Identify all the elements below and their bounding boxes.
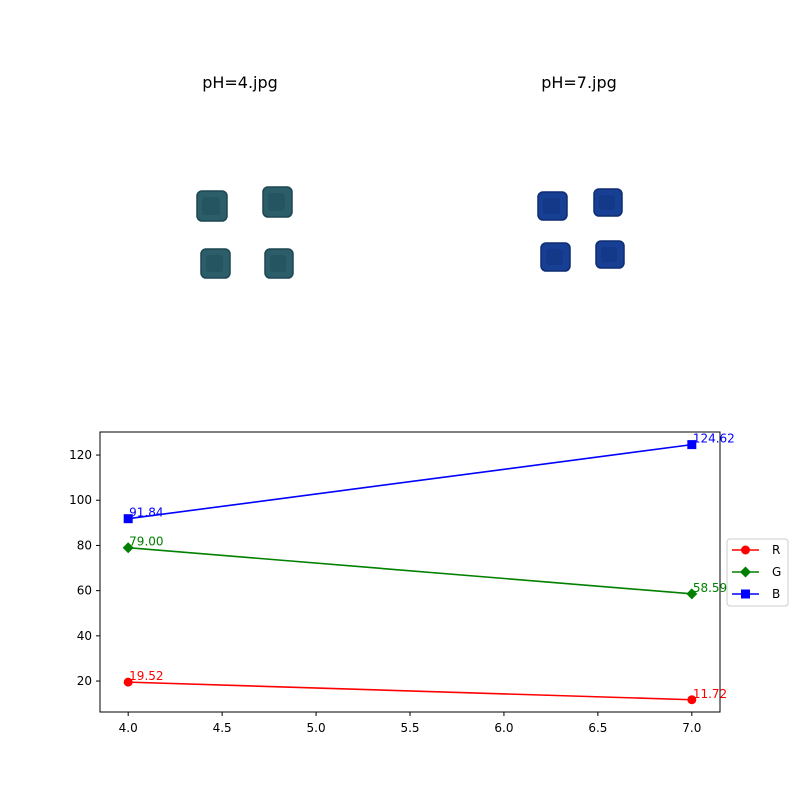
y-axis: 20 40 60 80 100 120 [69,448,100,688]
data-label: 19.52 [129,669,163,683]
cube-3 [200,248,231,279]
series-layer: 19.52 11.72 79.00 58.59 91.84 124.62 [122,432,735,705]
y-tick-label: 20 [77,674,92,688]
series-line [128,681,692,701]
y-tick-label: 100 [69,493,92,507]
x-axis: 4.0 4.5 5.0 5.5 6.0 6.5 7.0 [119,712,701,735]
data-label: 124.62 [693,432,735,446]
cube-1 [196,190,228,222]
cube-2 [262,186,293,218]
legend: RGB [726,538,789,607]
x-tick-label: 6.5 [588,721,607,735]
series-line [128,546,692,595]
x-tick-label: 5.5 [400,721,419,735]
data-label: 91.84 [129,506,163,520]
legend-entry-G: G [732,565,781,579]
data-label: 58.59 [693,581,727,595]
data-point [687,695,697,705]
x-tick-label: 5.0 [307,721,326,735]
data-point [123,677,133,687]
x-tick-label: 7.0 [682,721,701,735]
data-point [123,514,133,524]
cube-2 [593,188,623,217]
legend-label: G [772,565,781,579]
image-title-ph7: pH=7.jpg [541,73,617,92]
legend-entry-B: B [732,587,780,601]
data-label: 79.00 [129,535,163,549]
data-point [122,542,134,554]
line-chart: 4.0 4.5 5.0 5.5 6.0 6.5 7.0 20 40 60 80 100 120 19.… [69,431,735,735]
y-tick-label: 80 [77,538,92,552]
y-tick-label: 60 [77,584,92,598]
x-tick-label: 6.0 [494,721,513,735]
x-tick-label: 4.0 [119,721,138,735]
y-tick-label: 120 [69,448,92,462]
x-tick-label: 4.5 [213,721,232,735]
legend-marker [741,545,750,555]
plot-area [99,431,721,713]
cube-1 [537,191,568,221]
legend-marker [740,566,751,578]
series-line [128,443,692,520]
legend-label: R [772,543,780,557]
legend-label: B [772,587,780,601]
series-G: 79.00 58.59 [122,535,727,600]
series-B: 91.84 124.62 [123,432,735,524]
legend-marker [741,589,750,599]
cube-4 [595,240,625,269]
data-point [687,440,697,450]
cube-3 [540,242,571,272]
series-R: 19.52 11.72 [123,669,727,705]
data-point [686,588,698,600]
cube-4 [264,248,294,279]
y-tick-label: 40 [77,629,92,643]
sample-image-ph7 [537,188,625,272]
sample-image-ph4 [196,186,294,279]
legend-entry-R: R [732,543,780,557]
image-title-ph4: pH=4.jpg [202,73,278,92]
data-label: 11.72 [693,687,727,701]
